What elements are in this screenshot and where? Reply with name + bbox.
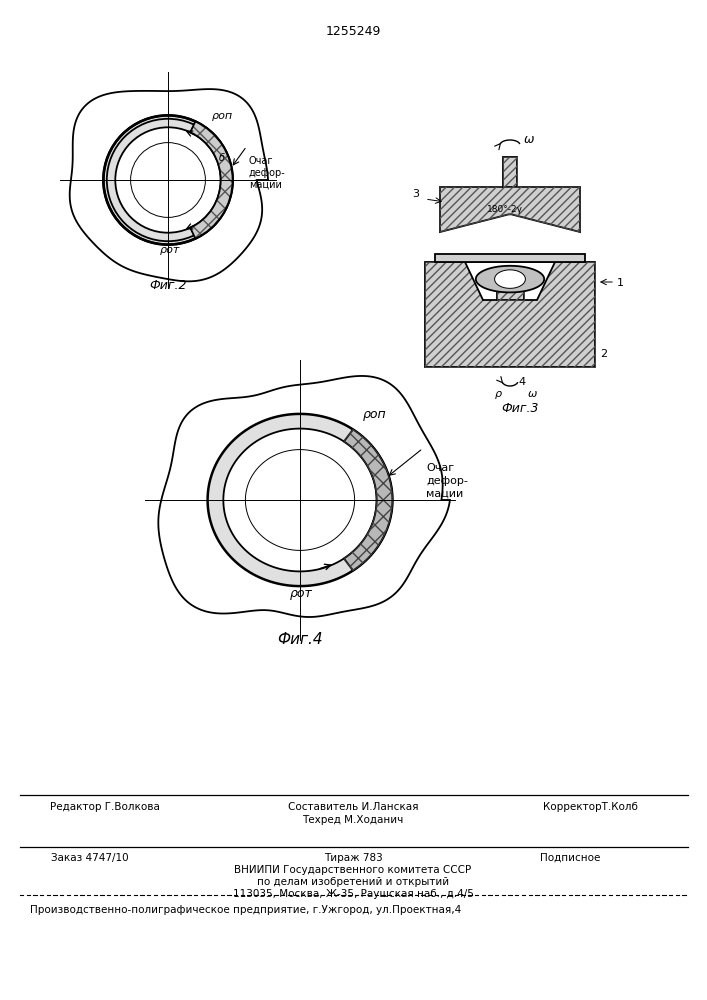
Polygon shape (245, 450, 355, 550)
Text: ρоп: ρоп (212, 111, 233, 121)
Polygon shape (495, 270, 525, 288)
Bar (435, 254, 585, 262)
Circle shape (107, 119, 229, 241)
Polygon shape (344, 429, 392, 571)
Text: Подписное: Подписное (540, 853, 600, 863)
Text: Заказ 4747/10: Заказ 4747/10 (51, 853, 129, 863)
Text: Производственно-полиграфическое предприятие, г.Ужгород, ул.Проектная,4: Производственно-полиграфическое предприя… (30, 905, 461, 915)
Polygon shape (223, 429, 377, 571)
Text: 3: 3 (412, 189, 419, 199)
Text: Фиг.4: Фиг.4 (277, 632, 323, 647)
Bar (496, 290, 523, 300)
Wedge shape (103, 115, 233, 245)
Text: 4: 4 (518, 377, 525, 387)
Text: 180°-2γ: 180°-2γ (487, 205, 523, 214)
Text: 113035, Москва, Ж-35, Раушская наб., д.4/5: 113035, Москва, Ж-35, Раушская наб., д.4… (233, 889, 474, 899)
Text: ρот: ρот (289, 587, 312, 600)
Text: Фиг.3: Фиг.3 (501, 402, 539, 415)
Bar (503, 157, 517, 187)
Polygon shape (465, 262, 555, 300)
Text: Редактор Г.Волкова: Редактор Г.Волкова (50, 802, 160, 812)
Text: Составитель И.Ланская: Составитель И.Ланская (288, 802, 419, 812)
Circle shape (131, 143, 206, 217)
Bar (496, 290, 523, 300)
Text: Очаг
дефор-
мации: Очаг дефор- мации (426, 463, 468, 498)
Text: 1: 1 (617, 278, 624, 288)
Text: Техред М.Ходанич: Техред М.Ходанич (303, 815, 404, 825)
Text: ρот: ρот (160, 245, 180, 255)
Polygon shape (476, 266, 544, 292)
Text: Тираж 783: Тираж 783 (324, 853, 382, 863)
Text: ω: ω (528, 389, 537, 399)
Text: ω: ω (524, 133, 534, 146)
Text: 1255249: 1255249 (325, 25, 380, 38)
Text: КорректорТ.Колб: КорректорТ.Колб (542, 802, 638, 812)
Circle shape (115, 127, 221, 233)
Text: 2: 2 (600, 349, 607, 359)
Text: б: б (219, 153, 225, 163)
Text: ВНИИПИ Государственного комитета СССР: ВНИИПИ Государственного комитета СССР (235, 865, 472, 875)
Bar (425, 262, 595, 367)
Bar (425, 262, 595, 367)
Text: по делам изобретений и открытий: по делам изобретений и открытий (257, 877, 449, 887)
Polygon shape (208, 414, 392, 586)
Text: Фиг.2: Фиг.2 (149, 279, 187, 292)
Text: ρ: ρ (495, 389, 502, 399)
Text: Очаг
дефор-
мации: Очаг дефор- мации (249, 156, 286, 189)
Wedge shape (190, 121, 233, 239)
Polygon shape (70, 89, 268, 281)
Bar (503, 157, 517, 187)
Polygon shape (440, 187, 580, 232)
Text: ρоп: ρоп (363, 408, 387, 421)
Polygon shape (158, 376, 450, 617)
